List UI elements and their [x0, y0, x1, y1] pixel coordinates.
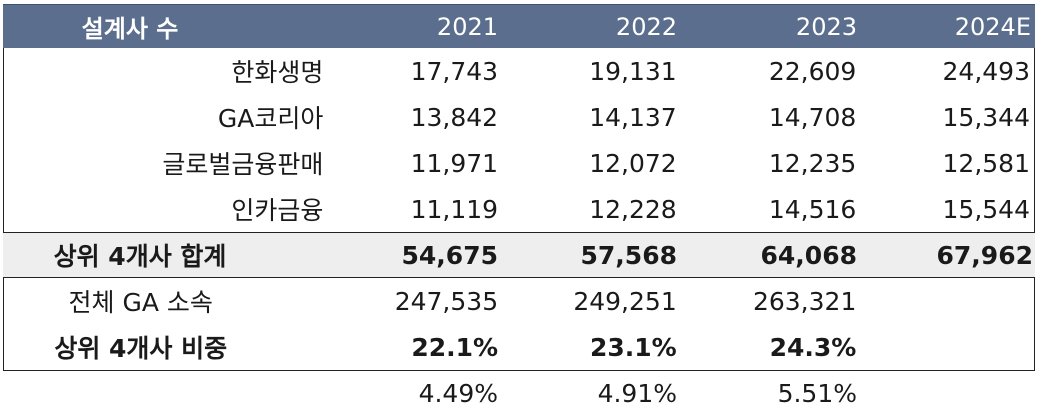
total-2024e: 67,962	[936, 240, 1033, 270]
share-2021: 22.1%	[411, 332, 499, 362]
share-2023: 24.3%	[769, 332, 857, 362]
cell-2022: 12,072	[589, 148, 677, 178]
all-ga-2022: 249,251	[573, 286, 677, 316]
share-2022: 23.1%	[590, 332, 677, 362]
cell-2023: 12,235	[768, 148, 857, 178]
cell-2021: 13,842	[410, 102, 499, 132]
row-label: GA코리아	[217, 104, 324, 133]
total-2021: 54,675	[401, 240, 498, 270]
all-ga-2021: 247,535	[394, 286, 499, 316]
all-ga-2024e	[858, 278, 1034, 324]
cell-2021: 17,743	[410, 56, 499, 86]
cell-2024e: 15,344	[942, 102, 1030, 132]
share-label: 상위 4개사 비중	[54, 334, 228, 363]
cell-2024e: 15,544	[942, 194, 1030, 224]
cell-2024e: 12,581	[942, 148, 1030, 178]
cell-2024e: 24,493	[942, 56, 1030, 86]
total-2022: 57,568	[580, 240, 677, 270]
header-year-2024e: 2024E	[954, 12, 1031, 41]
all-ga-2023: 263,321	[752, 286, 857, 316]
cell-2023: 22,609	[768, 56, 857, 86]
cell-2022: 14,137	[589, 102, 677, 132]
total-2023: 64,068	[760, 240, 857, 270]
row-label: 글로벌금융판매	[162, 150, 324, 179]
extra-2024e	[859, 374, 1035, 412]
table-row: 한화생명 17,743 19,131 22,609 24,493	[4, 48, 1034, 94]
row-label: 인카금융	[231, 196, 324, 225]
cell-2022: 19,131	[589, 56, 677, 86]
header-year-2022: 2022	[615, 12, 677, 41]
table-row: 글로벌금융판매 11,971 12,072 12,235 12,581	[4, 140, 1034, 186]
share-2024e	[858, 324, 1034, 370]
table-row: GA코리아 13,842 14,137 14,708 15,344	[4, 94, 1034, 140]
cell-2022: 12,228	[589, 194, 677, 224]
extra-2022: 4.91%	[597, 378, 677, 408]
row-label: 한화생명	[231, 58, 324, 87]
cell-2023: 14,516	[768, 194, 857, 224]
total-label: 상위 4개사 합계	[53, 242, 227, 271]
table-header-row: 설계사 수 2021 2022 2023 2024E	[3, 4, 1035, 48]
all-ga-row: 전체 GA 소속 247,535 249,251 263,321	[4, 278, 1034, 324]
total-row: 상위 4개사 합계 54,675 57,568 64,068 67,962	[3, 232, 1035, 278]
cell-2023: 14,708	[768, 102, 857, 132]
cell-2021: 11,119	[410, 194, 499, 224]
table-row: 인카금융 11,119 12,228 14,516 15,544	[4, 186, 1034, 232]
share-row: 상위 4개사 비중 22.1% 23.1% 24.3%	[4, 324, 1034, 370]
ga-agent-count-table: 설계사 수 2021 2022 2023 2024E 한화생명 17,743 1…	[3, 4, 1035, 371]
extra-2021: 4.49%	[418, 378, 498, 408]
header-year-2021: 2021	[436, 12, 498, 41]
header-year-2023: 2023	[795, 12, 857, 41]
extra-percent-row: 4.49% 4.91% 5.51%	[3, 374, 1035, 412]
all-ga-label: 전체 GA 소속	[68, 288, 213, 317]
summary-rows: 전체 GA 소속 247,535 249,251 263,321 상위 4개사 …	[3, 278, 1035, 371]
cell-2021: 11,971	[410, 148, 499, 178]
header-label: 설계사 수	[81, 15, 179, 43]
extra-label	[3, 374, 337, 412]
company-rows: 한화생명 17,743 19,131 22,609 24,493 GA코리아 1…	[3, 48, 1035, 232]
extra-2023: 5.51%	[777, 378, 857, 408]
